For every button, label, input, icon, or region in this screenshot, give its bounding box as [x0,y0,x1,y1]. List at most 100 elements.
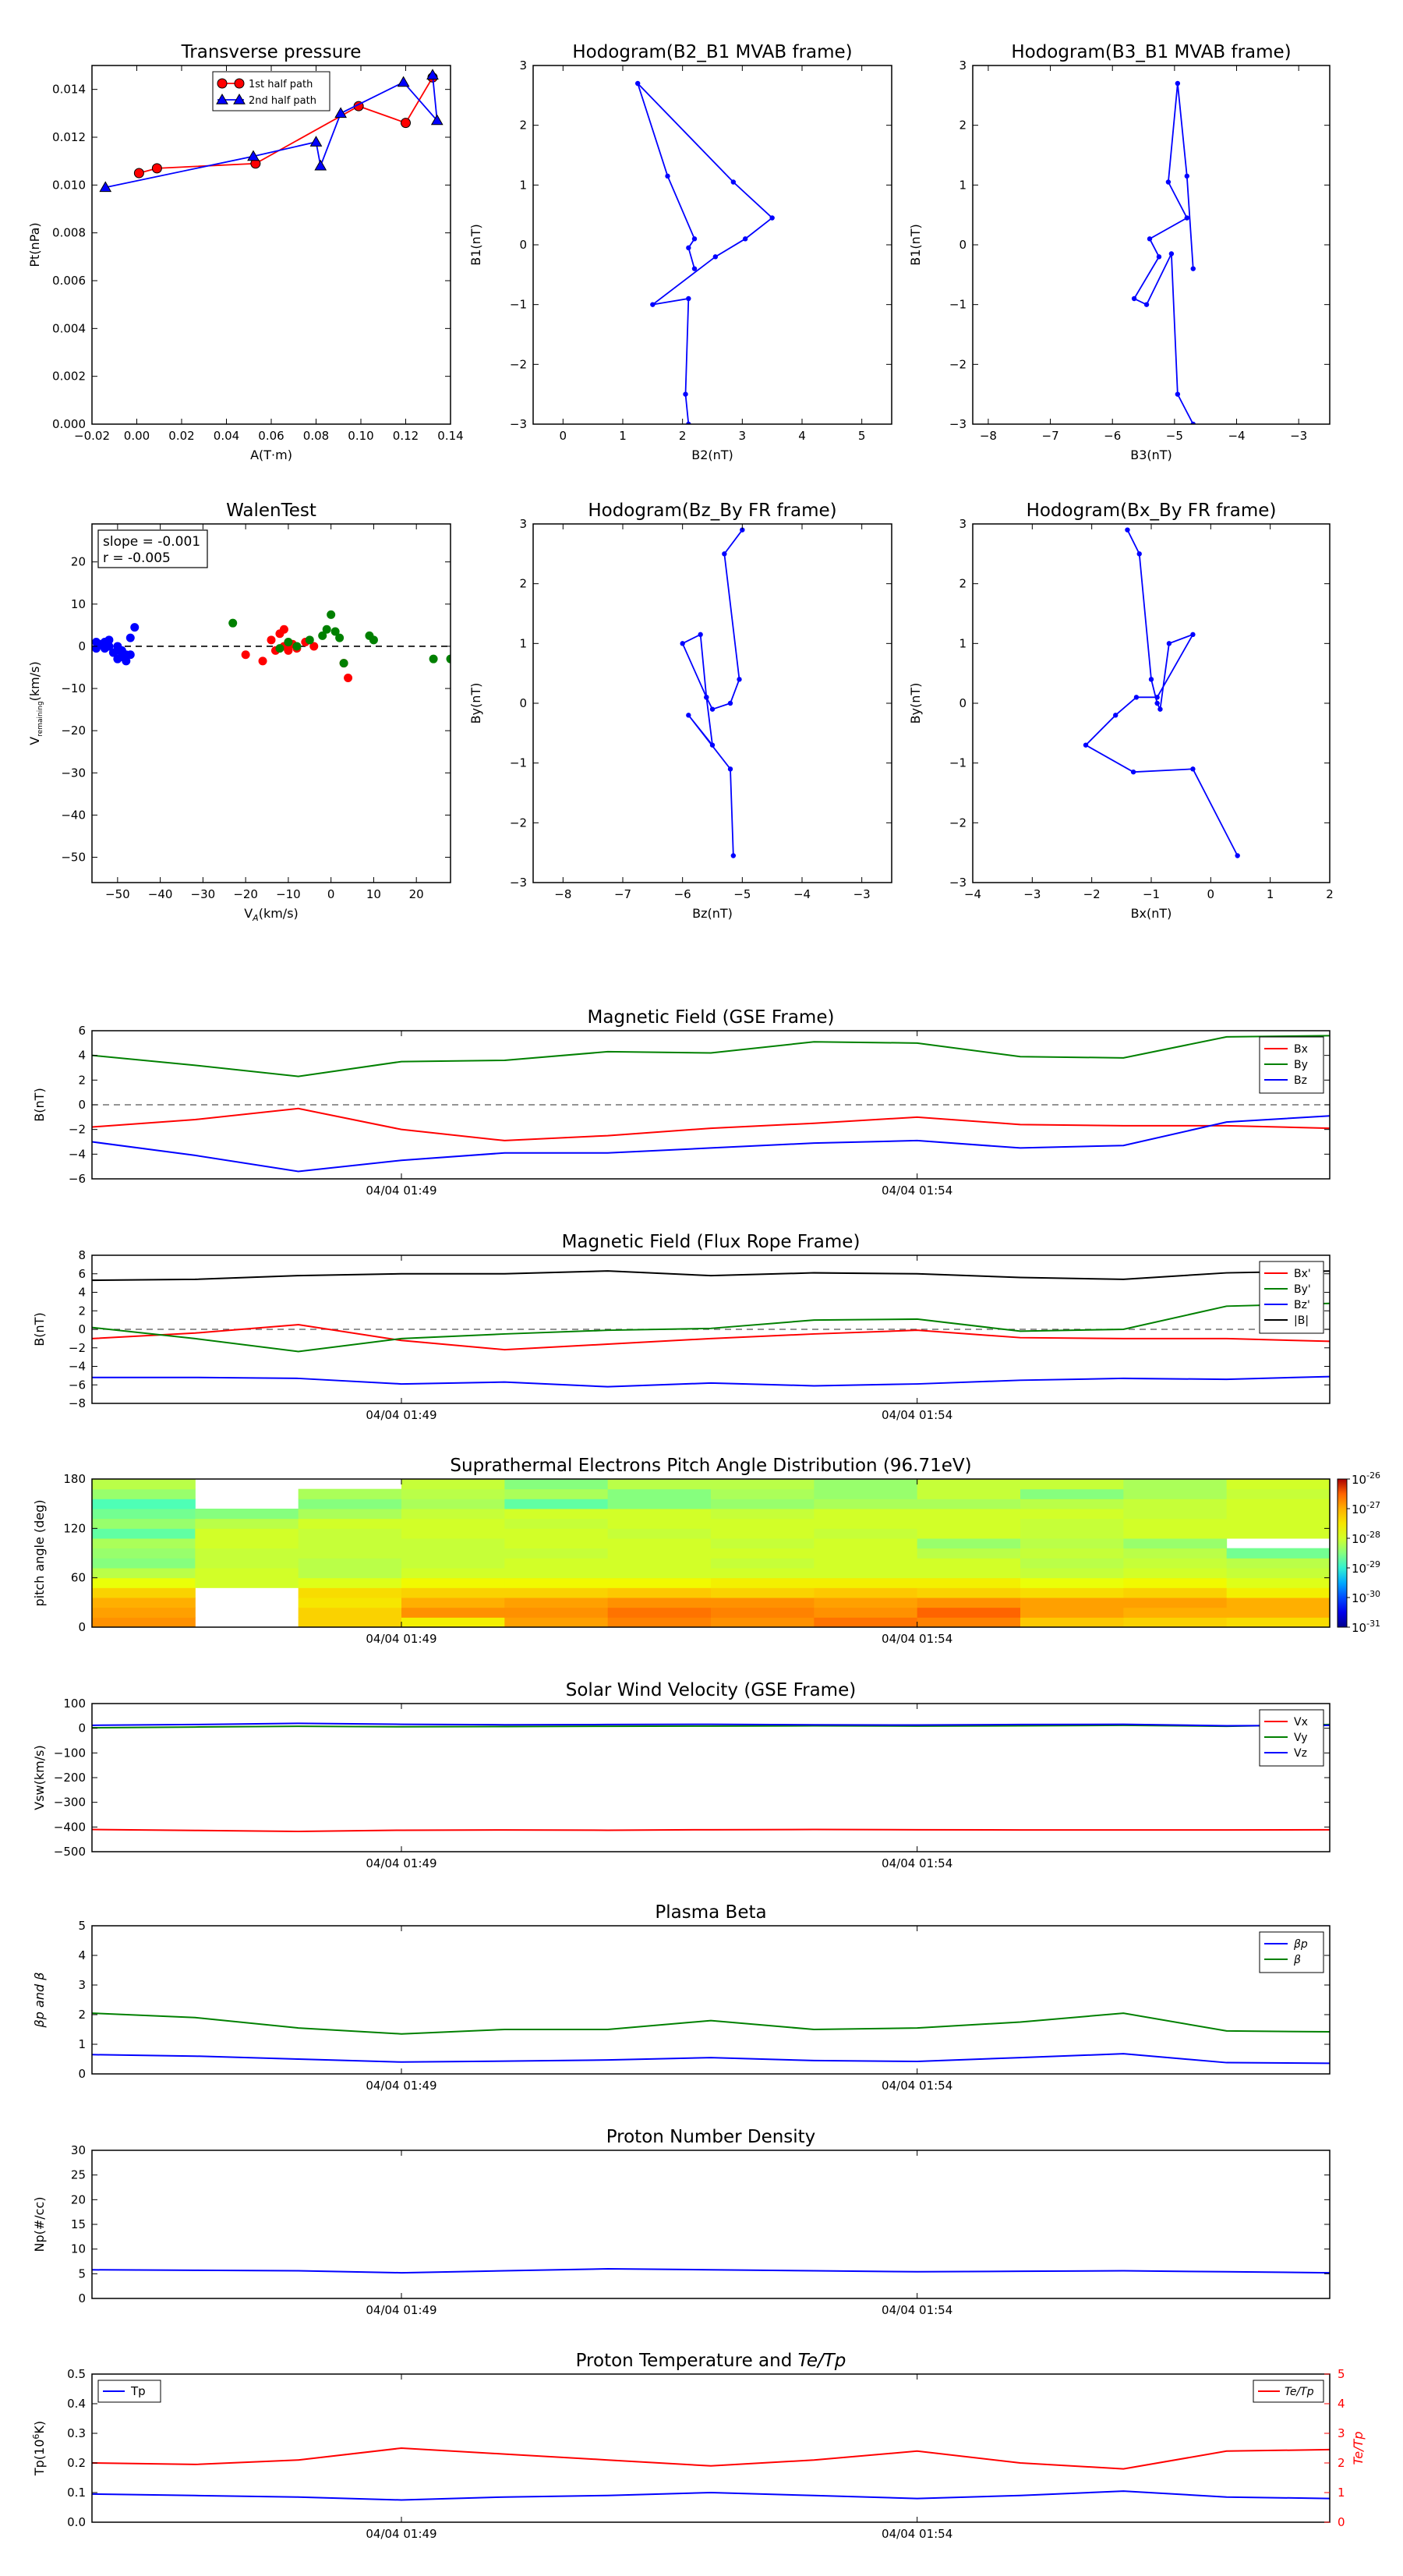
heatmap-cell [917,1598,1021,1608]
legend-entry: Vy [1294,1732,1308,1744]
series-line-bx [92,1107,1330,1141]
data-point [704,695,709,700]
data-point [769,215,775,221]
heatmap-cell [814,1509,918,1520]
x-tick-label: 04/04 01:54 [882,2527,952,2541]
annotation-text: r = -0.005 [103,550,171,566]
heatmap-cell [298,1598,402,1608]
y-tick-label: 0.008 [52,226,86,240]
legend: βp β [1259,1931,1324,1973]
plot-background [973,524,1330,883]
colorbar-tick-label: 10-29 [1352,1559,1380,1576]
x-tick-label: −4 [1228,429,1245,443]
colorbar [1337,1478,1348,1628]
plot-area [92,1479,1330,1627]
heatmap-cell [1020,1488,1124,1499]
ylabel-sub: remaining [37,701,44,736]
x-tick-label: −3 [1290,429,1307,443]
legend-entry: By [1294,1059,1308,1071]
plot-background [92,2150,1330,2298]
heatmap-cell [401,1568,505,1579]
y-tick-label: −3 [949,417,967,431]
x-tick-label: 04/04 01:49 [366,1408,436,1422]
x-tick-label: 4 [798,429,806,443]
data-point [709,706,716,712]
x-tick-label: −30 [191,887,216,901]
heatmap-cell [1226,1528,1330,1539]
heatmap-cell [814,1607,918,1618]
x-tick-label: −40 [148,887,173,901]
data-point [397,76,410,87]
data-point [1154,695,1160,700]
heatmap-cell [917,1558,1021,1569]
x-tick-label: 2 [1326,887,1334,901]
chart-title: Hodogram(B3_B1 MVAB frame) [1011,42,1291,62]
heatmap-cell [1123,1558,1228,1569]
heatmap-cell [195,1528,299,1539]
data-point [322,625,331,634]
x-tick-label: 0.04 [214,429,239,443]
x-tick-label: −1 [1143,887,1160,901]
heatmap-cell [92,1488,196,1499]
heatmap-cell [92,1538,196,1549]
x-tick-label: 04/04 01:49 [366,2527,436,2541]
heatmap-cell [195,1568,299,1579]
mag-fr-panel: 04/04 01:49 04/04 01:54 −8 −6 −4 −2 0 2 4 6 8 Magne… [32,1232,1331,1422]
legend-marker [233,93,246,104]
y-tick-label: 0 [519,696,527,710]
data-point [125,650,135,660]
data-point [130,623,140,632]
y-tick-label: −10 [61,681,86,695]
x-tick-label: −4 [964,887,981,901]
y-tick-label: 25 [71,2168,86,2182]
y-tick-label: −2 [510,357,527,371]
heatmap-cell [1020,1617,1124,1627]
data-point [1168,251,1175,257]
data-point [1166,641,1172,646]
heatmap-cell [1020,1607,1124,1618]
heatmap-cell [92,1518,196,1529]
y-axis-label: βp and β [32,1973,47,2029]
data-point [1184,215,1190,221]
x-tick-label: 04/04 01:54 [882,1632,952,1646]
ylabel-rest: (km/s) [27,661,42,701]
legend-entry: βp [1293,1938,1308,1951]
heatmap-cell [92,1598,196,1608]
heatmap-cell [607,1499,712,1509]
data-point [99,181,112,193]
data-point [228,618,238,628]
x-tick-label: 04/04 01:54 [882,1856,952,1870]
plot-area [1131,80,1196,424]
plot-background [92,1926,1330,2074]
y2-tick-label: 5 [1338,2367,1345,2381]
heatmap-cell [1123,1598,1228,1608]
heatmap-cell [1020,1548,1124,1559]
x-tick-label: 1 [1267,887,1274,901]
y-tick-label: −2 [949,357,967,371]
colorbar-tick-label: 10-26 [1352,1470,1380,1487]
proton-temp-panel: 04/04 01:49 04/04 01:54 0.0 0.1 0.2 0.3 0.4 0.5… [31,2351,1366,2541]
axes-frame [91,1478,1331,1628]
y-tick-label: 0 [78,2291,86,2305]
data-point [292,642,302,651]
x-tick-label: 04/04 01:49 [366,2079,436,2093]
heatmap-cell [1123,1568,1228,1579]
y-tick-label: 30 [71,2143,86,2157]
series-line-series-0 [1133,83,1194,424]
colorbar-tick-label: 10-31 [1352,1619,1380,1635]
y-tick-label: 2 [959,119,967,133]
legend-entry: 1st half path [249,79,313,90]
legend-marker [216,93,228,104]
heatmap-cell [401,1538,505,1549]
ylabel-k: K) [32,2421,47,2434]
data-point [241,650,250,660]
title-text: Proton Temperature and [576,2351,798,2371]
legend: Bx' By' Bz' |B| [1259,1261,1324,1334]
heatmap-cell [607,1587,712,1598]
y-tick-label: −4 [69,1360,86,1374]
y2-axis-label: Te/Tp [1351,2432,1366,2465]
x-tick-label: −50 [105,887,130,901]
data-point [330,627,340,636]
legend-entry: β [1293,1954,1301,1966]
